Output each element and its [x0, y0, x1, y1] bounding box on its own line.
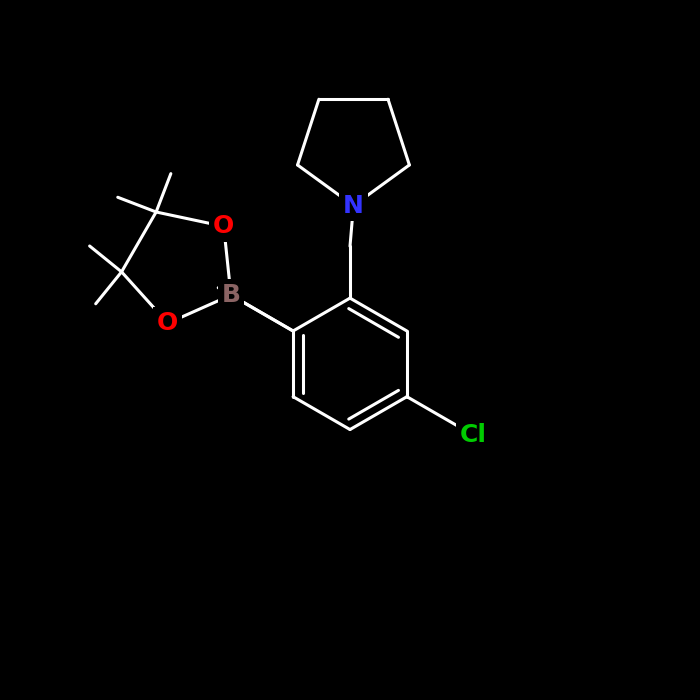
Text: O: O [213, 214, 234, 239]
Text: B: B [221, 283, 240, 307]
Text: Cl: Cl [459, 423, 486, 447]
Text: N: N [343, 194, 364, 218]
Text: O: O [158, 312, 178, 335]
